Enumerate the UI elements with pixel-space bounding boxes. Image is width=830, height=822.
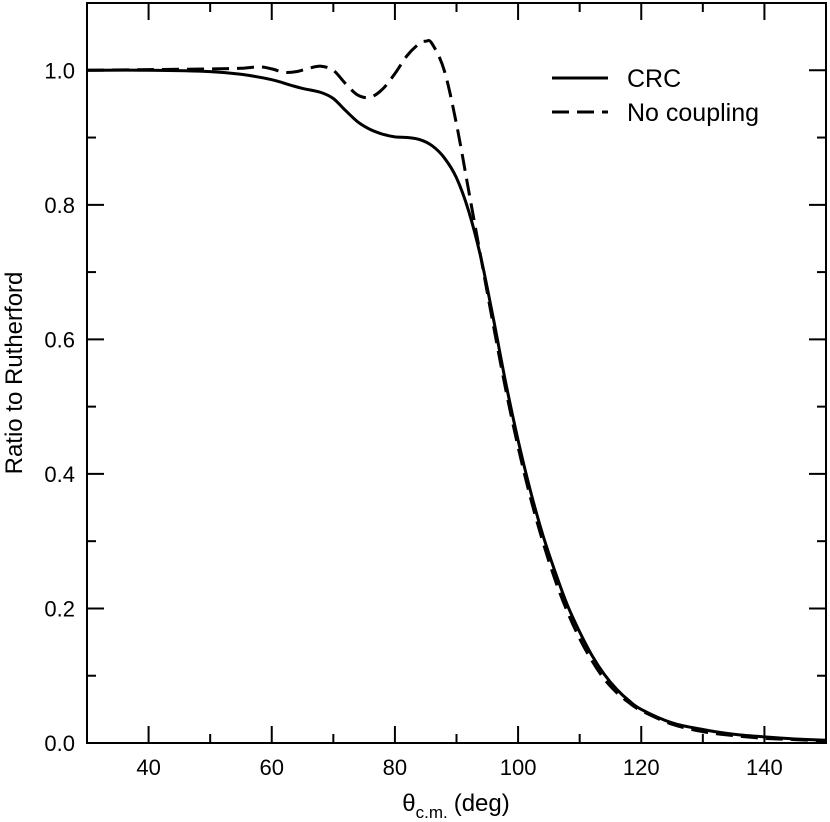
- y-tick-label: 0.4: [44, 462, 75, 487]
- x-axis-label-unit: (deg): [454, 790, 510, 817]
- y-tick-label: 0.6: [44, 327, 75, 352]
- x-tick-label: 100: [500, 755, 537, 780]
- x-tick-label: 40: [136, 755, 160, 780]
- x-axis-label-symbol: θ: [402, 790, 415, 817]
- axis-ticks: [86, 2, 827, 744]
- series-no-coupling: [86, 39, 827, 743]
- y-tick-label: 0.8: [44, 193, 75, 218]
- x-tick-label: 80: [383, 755, 407, 780]
- y-tick-label: 0.2: [44, 596, 75, 621]
- series-crc: [86, 68, 827, 742]
- y-tick-label: 0.0: [44, 731, 75, 756]
- x-axis-label-subscript: c.m.: [416, 803, 448, 822]
- x-tick-label: 140: [746, 755, 783, 780]
- x-tick-label: 60: [260, 755, 284, 780]
- y-axis-label: Ratio to Rutherford: [1, 272, 28, 475]
- y-tick-label: 1.0: [44, 58, 75, 83]
- x-tick-label: 120: [623, 755, 660, 780]
- series-lines: [86, 39, 827, 743]
- legend: CRC No coupling: [552, 65, 759, 127]
- tick-labels: 40 60 80 100 120 140 0.0 0.2 0.4 0.6 0.8 1.0: [44, 58, 782, 780]
- x-axis-label: θc.m. (deg): [402, 790, 510, 822]
- legend-label-no-coupling: No coupling: [627, 99, 759, 127]
- legend-label-crc: CRC: [627, 65, 681, 93]
